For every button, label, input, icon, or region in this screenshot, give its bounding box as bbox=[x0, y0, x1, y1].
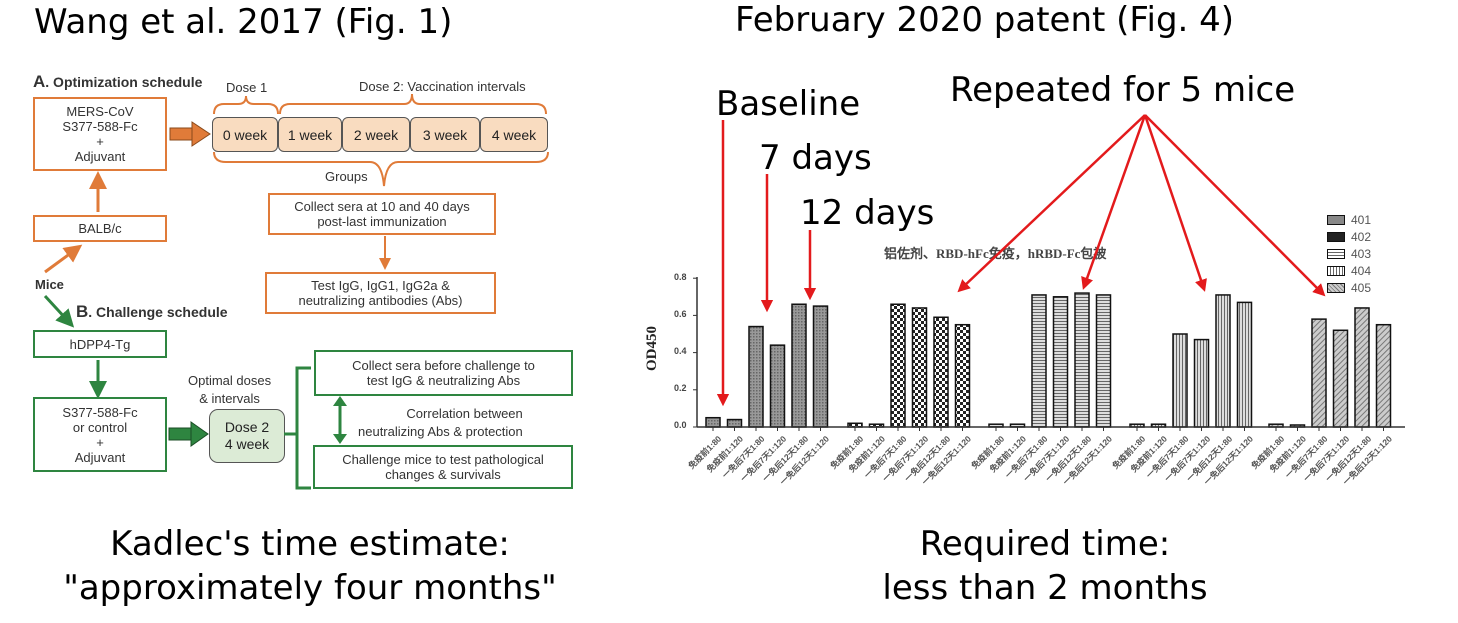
y-tick: 0.4 bbox=[674, 346, 687, 356]
diagonal-green-arrow-icon bbox=[43, 294, 75, 328]
red-annotation-arrows bbox=[716, 114, 1326, 407]
diagram-connectors bbox=[43, 93, 549, 490]
green-bracket bbox=[284, 366, 311, 490]
y-tick: 0.8 bbox=[674, 272, 687, 282]
bar-404-2 bbox=[1172, 333, 1188, 428]
dose2-label: Dose 2: Vaccination intervals bbox=[359, 79, 526, 94]
bar-401-4 bbox=[791, 303, 807, 428]
left-caption: Kadlec's time estimate: "approximately f… bbox=[63, 524, 557, 608]
collect-before-challenge-box: Collect sera before challenge to test IgG… bbox=[314, 350, 573, 396]
right-caption: Required time: less than 2 months bbox=[882, 524, 1208, 608]
bar-405-5 bbox=[1375, 323, 1392, 428]
collect-sera-box: Collect sera at 10 and 40 days post-last … bbox=[268, 193, 496, 235]
mice-label: Mice bbox=[35, 277, 64, 292]
right-heading: February 2020 patent (Fig. 4) bbox=[735, 0, 1235, 40]
bar-403-3 bbox=[1052, 296, 1069, 428]
control-box: S377-588-Fc or control + Adjuvant bbox=[33, 397, 167, 472]
week-box-2: 2 week bbox=[342, 117, 410, 152]
legend-swatch-icon bbox=[1327, 249, 1345, 259]
y-tick: 0.6 bbox=[674, 309, 687, 319]
groups-label: Groups bbox=[325, 169, 368, 184]
diagonal-arrow-icon bbox=[44, 244, 83, 274]
bar-404-3 bbox=[1193, 338, 1210, 428]
chart-title: 铝佐剂、RBD-hFc免疫，hRBD-Fc包被 bbox=[884, 246, 1107, 261]
bar-403-4 bbox=[1074, 292, 1090, 428]
bar-403-5 bbox=[1095, 294, 1112, 428]
bar-401-3 bbox=[769, 344, 786, 428]
legend-item-405: 405 bbox=[1327, 281, 1371, 295]
bar-402-2 bbox=[890, 303, 906, 428]
legend-swatch-icon bbox=[1327, 232, 1345, 242]
section-b-title: B. Challenge schedule bbox=[76, 302, 228, 321]
legend-swatch-icon bbox=[1327, 215, 1345, 225]
dose1-label: Dose 1 bbox=[226, 80, 268, 95]
bar-402-3 bbox=[911, 307, 928, 428]
legend-item-401: 401 bbox=[1327, 213, 1371, 227]
balbc-box: BALB/c bbox=[33, 215, 167, 242]
bar-401-1 bbox=[726, 418, 743, 428]
groups-brace bbox=[213, 151, 549, 187]
legend-item-403: 403 bbox=[1327, 247, 1371, 261]
legend-swatch-icon bbox=[1327, 283, 1345, 293]
week-box-0: 0 week bbox=[212, 117, 278, 152]
optimal-doses-label: Optimal doses & intervals bbox=[188, 373, 272, 406]
bar-401-5 bbox=[812, 305, 829, 428]
bar-405-3 bbox=[1332, 329, 1349, 428]
bar-403-2 bbox=[1031, 294, 1047, 428]
antigen-box: MERS-CoV S377-588-Fc + Adjuvant bbox=[33, 97, 167, 171]
orange-block-arrow-icon bbox=[169, 121, 211, 147]
y-tick: 0.0 bbox=[674, 420, 687, 430]
challenge-mice-box: Challenge mice to test pathological chang… bbox=[313, 445, 573, 489]
bar-405-4 bbox=[1354, 307, 1370, 428]
bar-401-2 bbox=[748, 325, 764, 428]
week-box-1: 1 week bbox=[278, 117, 342, 152]
section-a-title: A. Optimization schedule bbox=[33, 72, 203, 91]
mouse-405-arrow-icon bbox=[1144, 114, 1326, 297]
left-heading: Wang et al. 2017 (Fig. 1) bbox=[34, 2, 453, 42]
mouse-403-arrow-icon bbox=[1081, 114, 1147, 290]
legend-item-404: 404 bbox=[1327, 264, 1371, 278]
legend-item-402: 402 bbox=[1327, 230, 1371, 244]
repeated-annotation: Repeated for 5 mice bbox=[950, 70, 1296, 110]
hdpp4-box: hDPP4-Tg bbox=[33, 330, 167, 358]
mouse-402-arrow-icon bbox=[957, 114, 1146, 293]
bar-405-2 bbox=[1311, 318, 1327, 428]
mouse-404-arrow-icon bbox=[1143, 114, 1207, 292]
dose1-brace bbox=[213, 95, 279, 115]
dose2-brace bbox=[279, 93, 547, 115]
green-block-arrow-icon bbox=[168, 421, 209, 447]
baseline-annotation: Baseline bbox=[716, 84, 861, 124]
legend-swatch-icon bbox=[1327, 266, 1345, 276]
bar-404-5 bbox=[1236, 301, 1253, 428]
week-box-3: 3 week bbox=[410, 117, 480, 152]
bar-404-4 bbox=[1215, 294, 1231, 428]
seven-days-annotation: 7 days bbox=[759, 138, 872, 178]
test-antibodies-box: Test IgG, IgG1, IgG2a & neutralizing anti… bbox=[265, 272, 496, 314]
bar-402-5 bbox=[954, 323, 971, 428]
bar-401-0 bbox=[705, 416, 721, 428]
correlation-label: Correlation between neutralizing Abs & p… bbox=[358, 406, 523, 439]
y-tick: 0.2 bbox=[674, 383, 687, 393]
twelve-days-annotation: 12 days bbox=[800, 193, 935, 233]
bar-402-4 bbox=[933, 316, 949, 428]
week-box-4: 4 week bbox=[480, 117, 548, 152]
